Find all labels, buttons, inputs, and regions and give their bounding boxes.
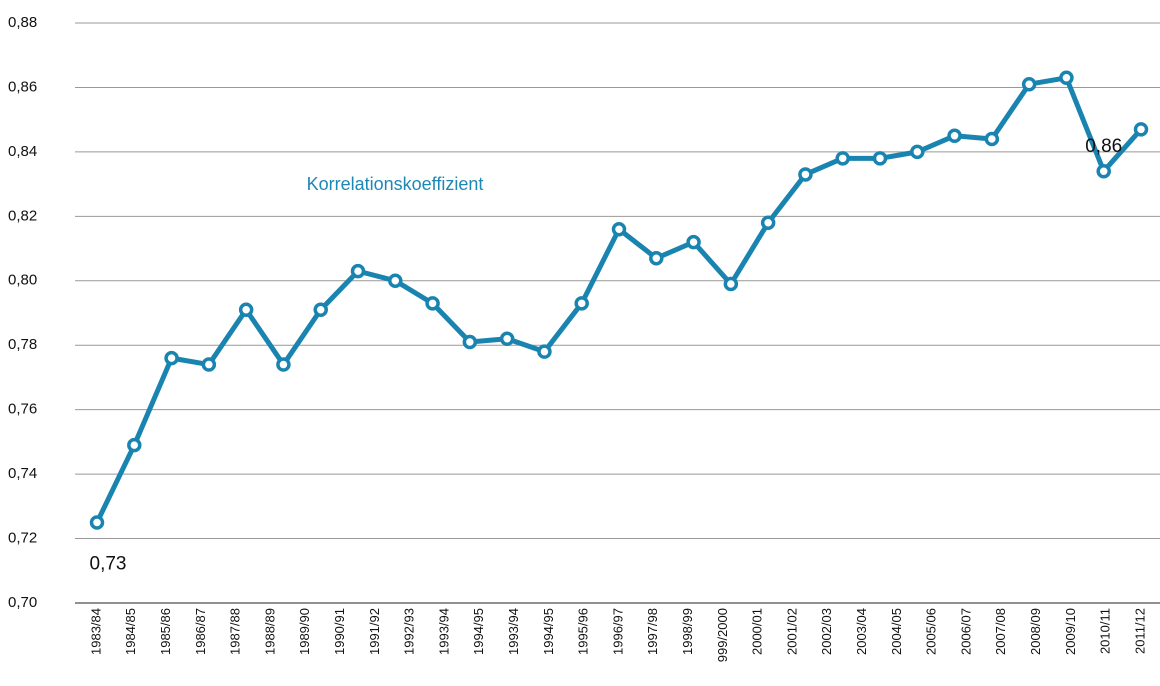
- y-tick-label: 0,80: [8, 272, 37, 289]
- x-tick-label: 1984/85: [123, 608, 138, 655]
- x-tick-label: 1993/94: [436, 608, 451, 655]
- x-tick-label: 1994/95: [471, 608, 486, 655]
- point: [388, 273, 403, 289]
- x-tick-label: 1988/89: [262, 608, 277, 655]
- point: [499, 331, 515, 347]
- point: [1059, 70, 1074, 86]
- point: [984, 131, 1000, 147]
- x-tick-label: 1996/97: [610, 608, 625, 655]
- x-tick-label: 1997/98: [645, 608, 660, 655]
- point: [462, 334, 478, 350]
- x-tick-label: 2010/11: [1098, 608, 1113, 654]
- point: [835, 151, 850, 166]
- point: [425, 296, 440, 311]
- legend-label: Korrelationskoeffizient: [307, 174, 484, 194]
- point: [760, 215, 776, 231]
- point: [537, 344, 552, 359]
- line: [94, 75, 1143, 524]
- x-tick-label: 1989/90: [297, 608, 312, 655]
- point: [313, 302, 328, 318]
- x-tick-label: 1986/87: [193, 608, 208, 655]
- point: [947, 128, 962, 144]
- x-tick-label: 2007/08: [993, 608, 1008, 655]
- x-tick-label: 1994/95: [541, 608, 556, 655]
- point: [1021, 76, 1037, 92]
- y-tick-label: 0,70: [8, 594, 37, 611]
- point: [686, 234, 701, 250]
- value-label: 0,86: [1085, 136, 1122, 157]
- point: [89, 515, 105, 530]
- x-tick-label: 1998/99: [680, 608, 695, 655]
- x-tick-label: 999/2000: [715, 608, 730, 662]
- x-tick-label: 1991/92: [367, 608, 382, 655]
- x-tick-label: 2003/04: [854, 608, 869, 655]
- point: [276, 357, 291, 372]
- x-tick-label: 2004/05: [889, 608, 904, 655]
- y-tick-label: 0,84: [8, 143, 37, 160]
- x-tick-label: 1995/96: [576, 608, 591, 655]
- point: [798, 167, 813, 182]
- point: [611, 221, 627, 237]
- point: [350, 263, 366, 279]
- x-tick-label: 2006/07: [958, 608, 973, 655]
- point: [1133, 122, 1149, 137]
- x-tick-label: 1993/94: [506, 608, 521, 655]
- x-tick-label: 2011/12: [1132, 608, 1147, 654]
- x-tick-label: 1985/86: [158, 608, 173, 655]
- value-label: 0,73: [90, 553, 127, 574]
- point: [649, 250, 664, 266]
- point: [201, 357, 217, 372]
- point: [872, 151, 888, 166]
- point: [910, 144, 925, 160]
- point: [127, 437, 142, 453]
- point: [723, 276, 739, 292]
- x-tick-label: 2001/02: [784, 608, 799, 655]
- x-tick-label: 2008/09: [1028, 608, 1043, 655]
- x-tick-label: 1983/84: [88, 608, 103, 655]
- x-tick-label: 1987/88: [228, 608, 243, 655]
- x-tick-label: 2005/06: [924, 608, 939, 655]
- point: [164, 350, 179, 366]
- point: [1096, 163, 1111, 179]
- y-tick-label: 0,82: [8, 207, 37, 224]
- point: [574, 296, 589, 311]
- y-tick-label: 0,72: [8, 530, 37, 547]
- x-tick-label: 1990/91: [332, 608, 347, 655]
- y-tick-label: 0,86: [8, 78, 37, 95]
- x-tick-label: 2009/10: [1063, 608, 1078, 655]
- y-tick-label: 0,76: [8, 401, 37, 418]
- point: [238, 302, 254, 318]
- x-tick-label: 1992/93: [402, 608, 417, 655]
- y-tick-label: 0,88: [8, 14, 37, 31]
- x-tick-label: 2002/03: [819, 608, 834, 655]
- y-tick-label: 0,78: [8, 336, 37, 353]
- y-tick-label: 0,74: [8, 465, 37, 482]
- x-tick-label: 2000/01: [750, 608, 765, 655]
